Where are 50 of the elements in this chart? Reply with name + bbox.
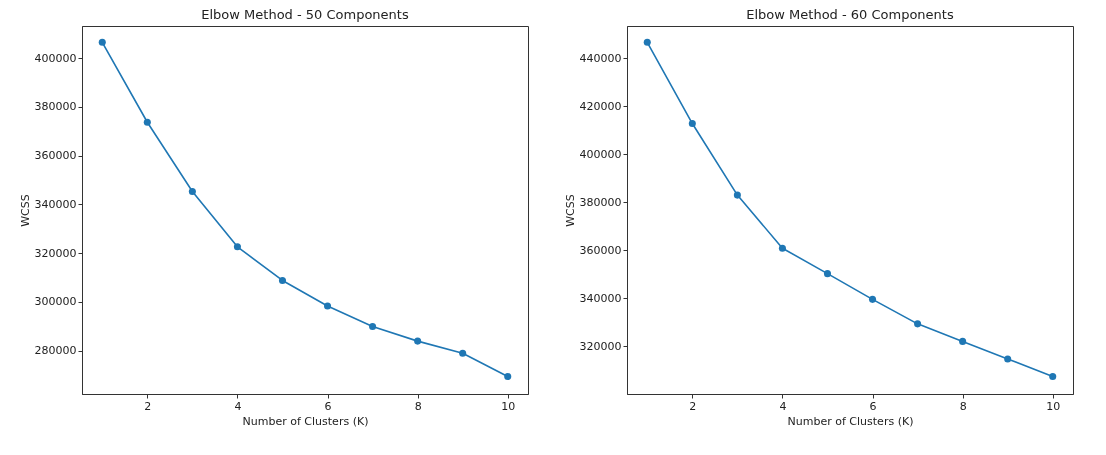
x-tick-label: 8 (414, 399, 422, 413)
y-tick-label: 320000 (579, 339, 622, 353)
y-axis-title: WCSS (563, 194, 577, 227)
y-tick-label: 420000 (579, 99, 622, 113)
point (98, 38, 106, 46)
x-tick-label: 4 (234, 399, 242, 413)
point (733, 191, 741, 199)
x-tick-label: 4 (779, 399, 787, 413)
y-tick-label: 400000 (34, 51, 77, 65)
x-axis-title: Number of Clusters (K) (787, 414, 914, 428)
point (688, 120, 696, 128)
y-tick-label: 340000 (579, 291, 622, 305)
x-tick-label: 8 (959, 399, 967, 413)
point (323, 302, 332, 310)
point (914, 320, 922, 328)
point (278, 276, 287, 284)
point (143, 118, 151, 126)
point (1049, 372, 1057, 380)
point (369, 322, 377, 331)
x-tick-label: 10 (1046, 399, 1061, 413)
x-tick-label: 6 (324, 399, 332, 413)
point (1004, 355, 1012, 363)
point (643, 38, 651, 46)
point (188, 187, 196, 196)
point (823, 270, 832, 278)
chart-title: Elbow Method - 50 Components (201, 7, 409, 22)
y-tick-label: 380000 (579, 195, 622, 209)
point (233, 243, 241, 251)
y-tick-label: 280000 (34, 344, 77, 358)
y-tick-label: 400000 (579, 147, 622, 161)
y-tick-label: 440000 (579, 51, 622, 65)
x-tick-label: 2 (689, 399, 697, 413)
y-tick-label: 340000 (34, 197, 77, 211)
y-tick-label: 300000 (34, 295, 77, 309)
point (868, 295, 877, 303)
point (778, 244, 786, 252)
x-tick-label: 10 (501, 399, 516, 413)
point (414, 337, 422, 345)
x-axis-title: Number of Clusters (K) (242, 414, 369, 428)
point (504, 372, 512, 380)
point (459, 349, 467, 357)
y-axis-title: WCSS (18, 194, 32, 227)
x-tick-label: 6 (869, 399, 877, 413)
x-tick-label: 2 (144, 399, 152, 413)
y-tick-label: 360000 (579, 243, 622, 257)
chart-title: Elbow Method - 60 Components (746, 7, 954, 22)
y-tick-label: 320000 (34, 246, 77, 260)
y-tick-label: 360000 (34, 149, 77, 163)
point (959, 337, 967, 345)
y-tick-label: 380000 (34, 100, 77, 114)
